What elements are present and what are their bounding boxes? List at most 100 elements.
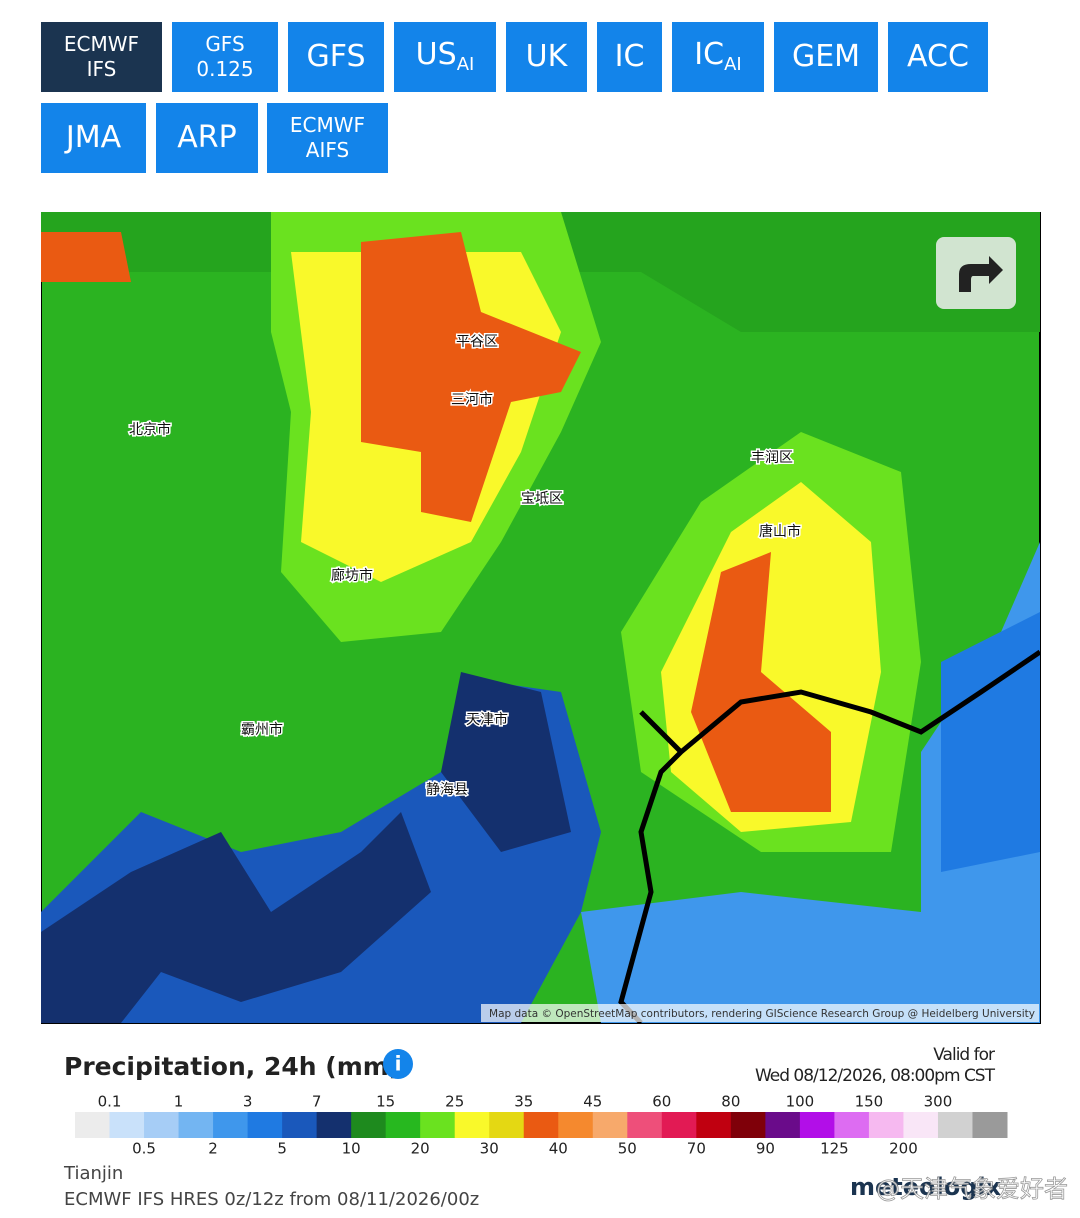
- precip-area: [581, 542, 1040, 1023]
- scale-swatch: [627, 1112, 663, 1138]
- scale-label: 2: [208, 1140, 218, 1158]
- place-label: 丰润区: [751, 450, 793, 466]
- scale-swatch: [696, 1112, 732, 1138]
- scale-label: 60: [652, 1093, 671, 1111]
- precip-area: [41, 232, 131, 282]
- scale-swatch: [385, 1112, 421, 1138]
- scale-swatch: [316, 1112, 352, 1138]
- scale-swatch: [868, 1112, 904, 1138]
- scale-label: 25: [445, 1093, 464, 1111]
- scale-swatch: [247, 1112, 283, 1138]
- scale-label: 1: [174, 1093, 184, 1111]
- scale-label: 7: [312, 1093, 322, 1111]
- model-button[interactable]: ECMWF IFS: [41, 22, 162, 92]
- model-button[interactable]: UK: [506, 22, 587, 92]
- watermark: @天津气象爱好者: [876, 1175, 1068, 1203]
- scale-swatch: [730, 1112, 766, 1138]
- scale-label: 20: [411, 1140, 430, 1158]
- scale-label: 0.5: [132, 1140, 156, 1158]
- button-label: IC: [614, 39, 645, 74]
- scale-swatch: [937, 1112, 973, 1138]
- model-button[interactable]: GEM: [774, 22, 878, 92]
- scale-swatch: [558, 1112, 594, 1138]
- precip-area: [41, 812, 431, 1023]
- scale-swatch: [592, 1112, 628, 1138]
- model-button[interactable]: USAI: [394, 22, 496, 92]
- button-label: GFS: [306, 39, 366, 74]
- valid-label: Valid for: [933, 1045, 995, 1065]
- scale-swatch: [523, 1112, 559, 1138]
- share-icon: [959, 256, 1003, 292]
- scale-swatch: [903, 1112, 939, 1138]
- model-button[interactable]: GFS 0.125: [172, 22, 278, 92]
- scale-swatch: [420, 1112, 456, 1138]
- brand-logo: meteologix: [850, 1173, 1002, 1201]
- color-scale: [75, 1112, 1008, 1138]
- scale-label: 200: [889, 1140, 918, 1158]
- precip-area: [691, 552, 831, 812]
- scale-label: 125: [820, 1140, 849, 1158]
- button-label: ECMWF: [63, 32, 140, 56]
- button-label: UK: [525, 39, 568, 74]
- scale-swatch: [213, 1112, 249, 1138]
- valid-time: Wed 08/12/2026, 08:00pm CST: [755, 1066, 996, 1086]
- model-button[interactable]: ACC: [888, 22, 988, 92]
- scale-label: 40: [549, 1140, 568, 1158]
- button-label: AIFS: [305, 138, 350, 162]
- model-button[interactable]: IC: [597, 22, 662, 92]
- precip-area: [441, 672, 571, 852]
- scale-swatch: [75, 1112, 111, 1138]
- scale-swatch: [972, 1112, 1008, 1138]
- scale-swatch: [765, 1112, 801, 1138]
- place-label: 三河市: [451, 391, 493, 408]
- scale-swatch: [144, 1112, 180, 1138]
- model-button[interactable]: GFS: [288, 22, 384, 92]
- place-label: 廊坊市: [331, 567, 373, 584]
- place-label: 天津市: [466, 711, 508, 728]
- button-label: IFS: [86, 57, 117, 81]
- scale-label: 45: [583, 1093, 602, 1111]
- attribution: Map data © OpenStreetMap contributors, r…: [489, 1008, 1035, 1020]
- scale-label: 90: [756, 1140, 775, 1158]
- info-icon: i: [395, 1052, 402, 1076]
- scale-swatch: [282, 1112, 318, 1138]
- scale-label: 30: [480, 1140, 499, 1158]
- button-label: US: [415, 37, 457, 72]
- scale-label: 5: [277, 1140, 287, 1158]
- info-button[interactable]: [383, 1049, 413, 1079]
- model-button[interactable]: ARP: [156, 103, 258, 173]
- model-button[interactable]: ICAI: [672, 22, 764, 92]
- place-label: 北京市: [129, 421, 171, 438]
- scale-label: 15: [376, 1093, 395, 1111]
- place-label: 唐山市: [759, 523, 801, 540]
- scale-swatch: [489, 1112, 525, 1138]
- scale-label: 300: [924, 1093, 953, 1111]
- scale-swatch: [178, 1112, 214, 1138]
- precip-area: [361, 232, 581, 522]
- scale-swatch: [109, 1112, 145, 1138]
- scale-swatch: [661, 1112, 697, 1138]
- legend: Precipitation, 24h (mm) i Valid for Wed …: [63, 1045, 1068, 1210]
- button-label: AI: [724, 54, 742, 75]
- place-label: 静海县: [426, 782, 468, 798]
- legend-title: Precipitation, 24h (mm): [64, 1052, 400, 1081]
- coastline: [618, 649, 1041, 1024]
- button-label: ARP: [177, 120, 237, 155]
- scale-swatch: [351, 1112, 387, 1138]
- model-run: ECMWF IFS HRES 0z/12z from 08/11/2026/00…: [64, 1189, 479, 1210]
- model-button[interactable]: JMA: [41, 103, 146, 173]
- button-label: GEM: [791, 39, 861, 74]
- scale-label: 35: [514, 1093, 533, 1111]
- model-button[interactable]: ECMWF AIFS: [267, 103, 388, 173]
- button-label: GFS: [205, 32, 245, 56]
- button-label: IC: [694, 37, 725, 72]
- scale-swatch: [454, 1112, 490, 1138]
- button-label: JMA: [65, 120, 122, 155]
- place-label: 平谷区: [456, 334, 498, 350]
- button-label: AI: [456, 54, 475, 75]
- scale-label: 150: [855, 1093, 884, 1111]
- precip-area: [941, 612, 1040, 872]
- scale-swatch: [834, 1112, 870, 1138]
